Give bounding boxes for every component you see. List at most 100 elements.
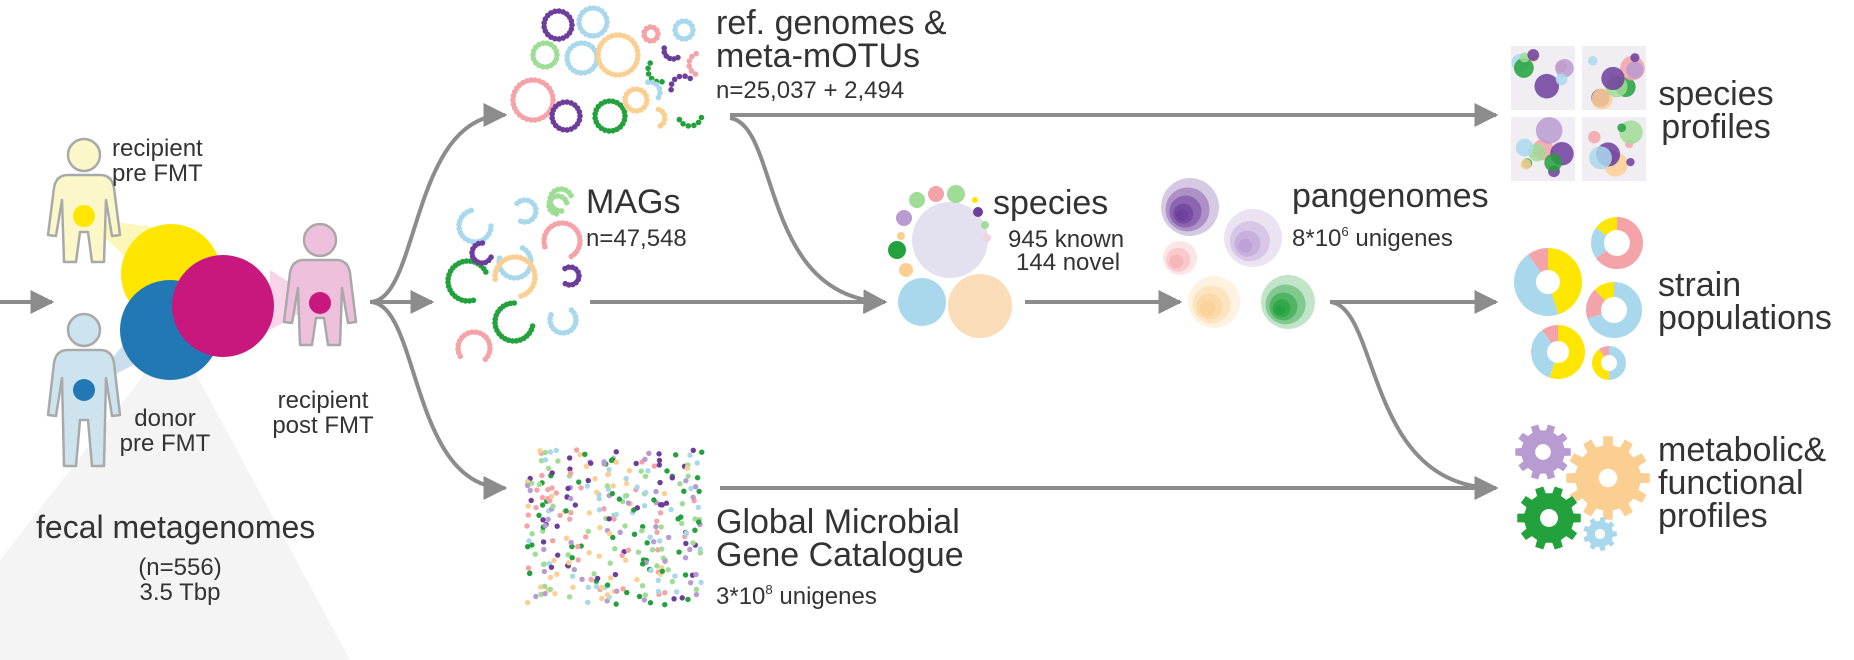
ring-dot — [514, 274, 521, 281]
gene-dot — [642, 456, 648, 463]
gene-dot — [582, 451, 588, 457]
gene-dot — [563, 508, 569, 514]
gene-dot — [641, 503, 648, 509]
gene-dot — [617, 529, 623, 536]
ring-dot — [569, 22, 575, 28]
pangenome-circle — [1175, 209, 1188, 222]
gene-dot — [534, 487, 540, 493]
species-novel: 144 novel — [1016, 249, 1121, 276]
ring-dot — [541, 24, 547, 30]
gene-dot — [622, 557, 629, 563]
ring-dot — [578, 40, 584, 46]
gene-dot — [619, 552, 625, 559]
ref-genomes-title: ref. genomes & meta-mOTUs — [716, 4, 947, 75]
species-known: 945 known — [1008, 226, 1125, 253]
gene-dot — [547, 449, 554, 455]
gene-dot — [653, 488, 659, 495]
ring-dot — [549, 115, 555, 121]
gene-dot — [549, 470, 555, 476]
ring-dot — [630, 86, 636, 93]
profile-circle — [1555, 59, 1574, 78]
gene-dot — [524, 543, 531, 550]
gene-dot — [536, 481, 543, 488]
donut-segment — [1595, 217, 1643, 269]
pangenomes-count: 8*106 unigenes — [1292, 223, 1453, 252]
gene-dot — [563, 535, 570, 541]
gene-dot — [653, 524, 659, 530]
gene-dot — [683, 531, 689, 537]
gene-dot — [548, 564, 555, 570]
recipient-pre-label: recipient pre FMT — [112, 135, 203, 187]
branch-arrow-bottom — [369, 300, 508, 500]
gene-dot — [631, 531, 638, 537]
ring-dot — [603, 15, 610, 21]
gene-dot — [659, 568, 666, 574]
gene-dot — [655, 577, 661, 583]
gene-dot — [585, 584, 591, 591]
gene-dot — [636, 593, 643, 600]
ring-dot — [654, 27, 660, 34]
gene-dot — [596, 496, 602, 502]
gene-dot — [541, 568, 548, 575]
ring-dot — [492, 276, 498, 282]
ring-dot — [456, 225, 463, 232]
gene-dot — [654, 529, 660, 535]
profile-circle — [1519, 52, 1530, 63]
donor-pre-label: donor pre FMT — [119, 405, 211, 457]
gene-dot — [684, 465, 690, 471]
gene-dot — [533, 504, 539, 511]
gene-dot — [568, 470, 574, 476]
ring-dot — [661, 112, 668, 118]
gene-dot — [677, 481, 683, 487]
gene-dot — [694, 460, 700, 466]
gene-dot — [657, 538, 663, 544]
ring-dot — [655, 94, 662, 101]
ring-dot — [482, 356, 489, 363]
gene-dot — [693, 591, 700, 598]
profile-circle — [1527, 49, 1540, 61]
profile-circle — [1587, 55, 1598, 66]
gene-dot — [576, 479, 582, 485]
gene-dot — [656, 457, 663, 464]
gene-dot — [583, 463, 590, 470]
gene-dot — [693, 571, 699, 578]
gene-dot — [614, 588, 620, 594]
gene-dot — [542, 583, 548, 590]
donut-segment — [1594, 282, 1615, 301]
gene-dot — [524, 599, 531, 606]
ring-dot — [621, 109, 628, 115]
gene-dot — [662, 590, 668, 596]
gene-dot — [547, 586, 554, 593]
gene-dot — [545, 516, 551, 522]
gene-dot — [655, 588, 662, 595]
ring-dot — [682, 73, 688, 79]
ring-dot — [679, 18, 685, 25]
ring-dot — [564, 57, 570, 63]
gene-dot — [635, 549, 642, 555]
donut-segment — [1528, 248, 1549, 273]
ring-dot — [680, 121, 686, 127]
gene-dot — [651, 463, 658, 469]
recipient-post-label: recipient post FMT — [272, 387, 374, 439]
ring-dot — [634, 108, 640, 114]
gene-dot — [694, 475, 701, 481]
gene-dot — [639, 561, 646, 567]
gene-dot — [642, 473, 649, 479]
ring-dot — [645, 65, 651, 72]
gene-dot — [526, 570, 533, 577]
gene-dot — [692, 516, 698, 522]
gene-dot — [525, 565, 532, 571]
donut-segment — [1587, 282, 1642, 338]
profile-circle — [1626, 157, 1635, 167]
gene-dot — [690, 447, 696, 453]
ring-dot — [544, 64, 550, 70]
species-profile-tiles — [1511, 46, 1646, 181]
gene-dot — [601, 459, 607, 465]
ring-dot — [563, 199, 570, 206]
ref-genomes-rings — [510, 5, 705, 134]
gene-dot — [610, 483, 616, 489]
gene-dot — [609, 490, 616, 497]
gene-dot — [592, 475, 598, 482]
ring-dot — [656, 85, 663, 92]
gene-dot — [649, 547, 656, 553]
